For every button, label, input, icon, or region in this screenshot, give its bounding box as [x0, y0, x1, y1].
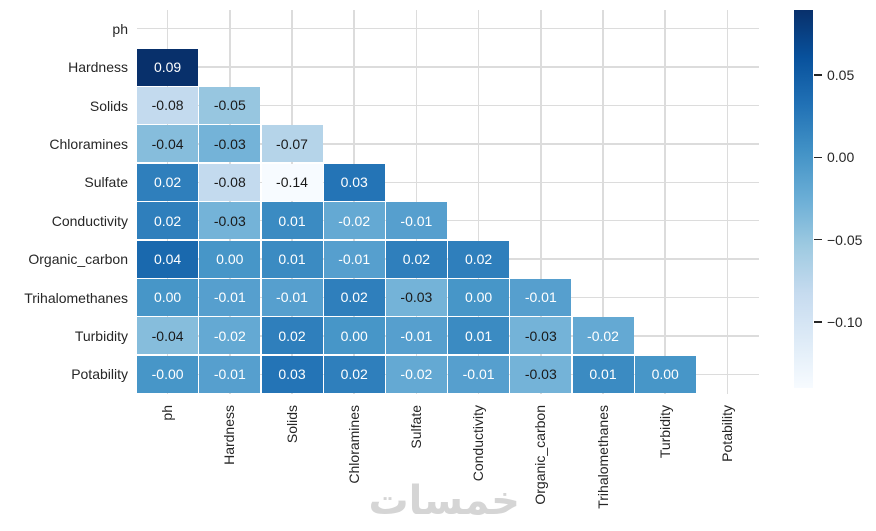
colorbar-tick-label: −0.05 [827, 231, 863, 248]
x-tick-label-organic_carbon: Organic_carbon [532, 404, 549, 505]
heatmap-cell: -0.08 [137, 86, 199, 125]
gridline-vertical [291, 9, 293, 394]
heatmap-cell: -0.03 [385, 278, 447, 317]
heatmap-cell: -0.04 [137, 125, 199, 163]
heatmap-cell: -0.02 [199, 317, 261, 355]
heatmap-cell: -0.07 [261, 125, 323, 163]
x-tick-label-potability: Potability [718, 404, 735, 462]
heatmap-cell: -0.01 [385, 317, 447, 355]
heatmap-cell: 0.00 [634, 355, 696, 393]
y-tick-label-conductivity: Conductivity [51, 212, 128, 229]
y-tick-label-sulfate: Sulfate [84, 174, 128, 191]
colorbar-tick-label: 0.00 [827, 149, 855, 166]
colorbar-tick-label: 0.05 [827, 67, 855, 84]
gridline-horizontal [136, 258, 759, 260]
gridline-vertical [540, 9, 542, 394]
gridline-vertical [602, 9, 604, 394]
colorbar-tick-mark [813, 320, 822, 323]
gridline-horizontal [136, 219, 759, 222]
heatmap-cell: -0.01 [510, 278, 572, 317]
colorbar-tick-label: −0.10 [827, 313, 863, 330]
heatmap-cell: -0.05 [199, 86, 261, 125]
x-tick-label-hardness: Hardness [221, 404, 238, 465]
heatmap-cell: 0.01 [261, 240, 323, 278]
colorbar-tick-mark [813, 74, 822, 77]
gridline-horizontal [136, 143, 759, 145]
heatmap-plot-area: 0.09 -0.08 -0.05 -0.04 -0.03 -0.07 0.02 -0.08 -0… [136, 9, 759, 394]
heatmap-cell: 0.02 [261, 317, 323, 355]
heatmap-cell: 0.01 [572, 355, 634, 393]
gridline-horizontal [136, 335, 759, 337]
gridline-vertical [415, 9, 418, 394]
heatmap-cell: -0.03 [199, 125, 261, 163]
heatmap-cell: 0.01 [448, 317, 510, 355]
heatmap-cell: -0.03 [199, 202, 261, 240]
heatmap-cell: -0.02 [385, 355, 447, 393]
heatmap-cell: -0.01 [448, 355, 510, 393]
gridline-horizontal [136, 296, 759, 299]
x-tick-label-trihalomethanes: Trihalomethanes [594, 404, 611, 509]
heatmap-cell: 0.09 [137, 48, 199, 86]
y-tick-label-hardness: Hardness [68, 59, 128, 76]
gridline-horizontal [136, 27, 759, 30]
gridline-horizontal [136, 373, 759, 376]
heatmap-cell: 0.00 [448, 278, 510, 317]
heatmap-cell: 0.02 [323, 278, 385, 317]
heatmap-cell: -0.03 [510, 317, 572, 355]
gridline-vertical [166, 9, 169, 394]
heatmap-cell: 0.02 [448, 240, 510, 278]
gridline-horizontal [136, 104, 759, 107]
colorbar-tick-mark [813, 238, 822, 241]
gridline-horizontal [136, 181, 759, 184]
y-tick-label-organic_carbon: Organic_carbon [28, 251, 128, 268]
y-tick-label-potability: Potability [71, 366, 128, 383]
gridline-vertical [726, 9, 729, 394]
x-tick-label-ph: ph [159, 404, 176, 421]
colorbar-gradient [794, 9, 813, 388]
heatmap-cell: 0.02 [137, 163, 199, 201]
heatmap-cell: 0.03 [323, 163, 385, 201]
gridline-vertical [664, 9, 666, 394]
heatmap-cell: 0.00 [137, 278, 199, 317]
heatmap-cell: 0.02 [323, 355, 385, 393]
y-tick-label-chloramines: Chloramines [49, 135, 128, 152]
gridline-horizontal [136, 66, 759, 68]
heatmap-cell: 0.01 [261, 202, 323, 240]
heatmap-cell: -0.14 [261, 163, 323, 201]
heatmap-cell: 0.04 [137, 240, 199, 278]
gridline-vertical [353, 9, 355, 394]
x-tick-label-turbidity: Turbidity [656, 404, 673, 458]
watermark-text: خمسات [368, 479, 520, 523]
y-tick-label-solids: Solids [89, 97, 128, 114]
y-tick-label-trihalomethanes: Trihalomethanes [24, 289, 128, 306]
heatmap-cell: 0.02 [137, 202, 199, 240]
heatmap-cell: -0.01 [261, 278, 323, 317]
heatmap-cell: 0.00 [323, 317, 385, 355]
heatmap-cell: -0.01 [385, 202, 447, 240]
y-tick-label-ph: ph [112, 20, 128, 37]
heatmap-cell: -0.01 [199, 355, 261, 393]
heatmap-cell: -0.01 [323, 240, 385, 278]
heatmap-cell: -0.02 [323, 202, 385, 240]
colorbar-tick-mark [813, 156, 822, 159]
gridline-vertical [477, 9, 480, 394]
heatmap-cell: -0.08 [199, 163, 261, 201]
x-tick-label-chloramines: Chloramines [345, 404, 362, 484]
heatmap-cell: -0.00 [137, 355, 199, 393]
heatmap-cell: -0.01 [199, 278, 261, 317]
heatmap-cell: 0.02 [385, 240, 447, 278]
heatmap-cell: 0.03 [261, 355, 323, 393]
heatmap-cell: -0.04 [137, 317, 199, 355]
heatmap-cell: 0.00 [199, 240, 261, 278]
heatmap-cell: -0.03 [510, 355, 572, 393]
heatmap-cell: -0.02 [572, 317, 634, 355]
gridline-vertical [229, 9, 231, 394]
y-tick-label-turbidity: Turbidity [74, 327, 128, 344]
x-tick-label-solids: Solids [283, 404, 300, 443]
